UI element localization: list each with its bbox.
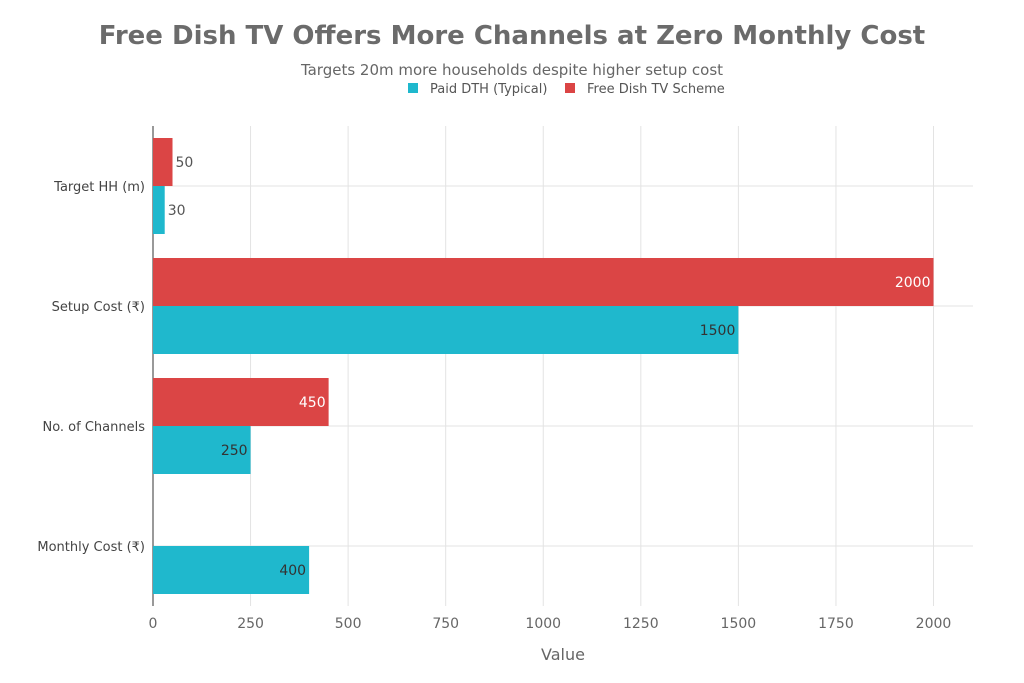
category-labels: Target HH (m) Setup Cost (₹) No. of Channe… bbox=[37, 180, 145, 555]
bar-paid-dth bbox=[153, 546, 310, 594]
legend-swatch-paid-dth bbox=[408, 83, 418, 93]
category-label: No. of Channels bbox=[42, 420, 145, 435]
x-axis-title: Value bbox=[541, 645, 585, 664]
bar-paid-dth bbox=[153, 426, 251, 474]
x-tick-labels: 0 250 500 750 1000 1250 1500 1750 2000 bbox=[149, 616, 952, 632]
bar-free-dish bbox=[153, 258, 934, 306]
category-label: Monthly Cost (₹) bbox=[37, 540, 145, 555]
x-tick-label: 500 bbox=[335, 616, 362, 632]
value-label-paid-dth: 400 bbox=[279, 563, 306, 579]
x-tick-label: 1750 bbox=[818, 616, 854, 632]
bar-free-dish bbox=[153, 378, 329, 426]
legend-label-free-dish: Free Dish TV Scheme bbox=[587, 82, 725, 97]
x-tick-label: 0 bbox=[149, 616, 158, 632]
x-tick-label: 750 bbox=[432, 616, 459, 632]
value-label-paid-dth: 250 bbox=[221, 443, 248, 459]
chart-title: Free Dish TV Offers More Channels at Zer… bbox=[99, 21, 926, 51]
value-label-free-dish: 2000 bbox=[895, 275, 931, 291]
bars bbox=[153, 138, 934, 594]
bar-free-dish bbox=[153, 138, 173, 186]
legend-swatch-free-dish bbox=[565, 83, 575, 93]
legend-label-paid-dth: Paid DTH (Typical) bbox=[430, 82, 547, 97]
x-tick-label: 2000 bbox=[916, 616, 952, 632]
bar-paid-dth bbox=[153, 186, 165, 234]
grid bbox=[152, 126, 973, 606]
value-label-paid-dth: 30 bbox=[168, 203, 186, 219]
value-label-free-dish: 50 bbox=[176, 155, 194, 171]
bar-paid-dth bbox=[153, 306, 739, 354]
category-label: Setup Cost (₹) bbox=[52, 300, 145, 315]
value-label-paid-dth: 1500 bbox=[700, 323, 736, 339]
x-tick-label: 1000 bbox=[525, 616, 561, 632]
legend: Paid DTH (Typical) Free Dish TV Scheme bbox=[408, 82, 725, 97]
chart-subtitle: Targets 20m more households despite high… bbox=[300, 61, 723, 79]
value-label-free-dish: 450 bbox=[299, 395, 326, 411]
x-tick-label: 1250 bbox=[623, 616, 659, 632]
x-tick-label: 250 bbox=[237, 616, 264, 632]
x-tick-label: 1500 bbox=[721, 616, 757, 632]
category-label: Target HH (m) bbox=[53, 180, 145, 195]
value-labels: 50 30 2000 1500 450 250 400 bbox=[168, 155, 931, 579]
